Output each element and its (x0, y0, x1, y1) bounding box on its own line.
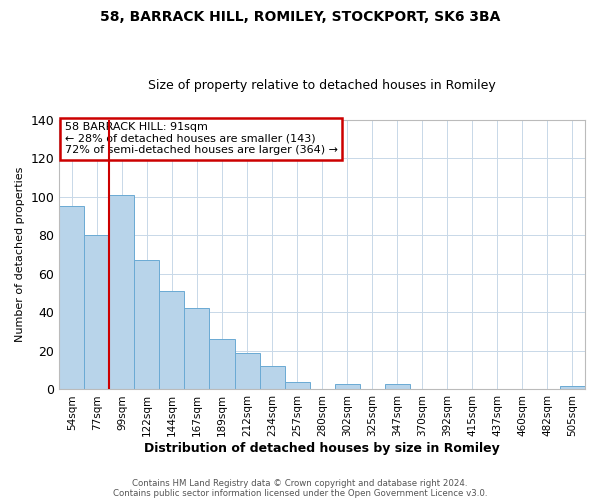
X-axis label: Distribution of detached houses by size in Romiley: Distribution of detached houses by size … (144, 442, 500, 455)
Bar (85, 235, 109, 390)
Bar (335, 384, 359, 390)
Y-axis label: Number of detached properties: Number of detached properties (15, 167, 25, 342)
Bar (184, 308, 209, 390)
Text: 58 BARRACK HILL: 91sqm
← 28% of detached houses are smaller (143)
72% of semi-de: 58 BARRACK HILL: 91sqm ← 28% of detached… (65, 122, 338, 156)
Bar (160, 291, 184, 390)
Bar (209, 340, 235, 390)
Title: Size of property relative to detached houses in Romiley: Size of property relative to detached ho… (148, 79, 496, 92)
Bar (109, 194, 134, 390)
Text: 58, BARRACK HILL, ROMILEY, STOCKPORT, SK6 3BA: 58, BARRACK HILL, ROMILEY, STOCKPORT, SK… (100, 10, 500, 24)
Text: Contains public sector information licensed under the Open Government Licence v3: Contains public sector information licen… (113, 488, 487, 498)
Bar (260, 366, 284, 390)
Bar (235, 353, 260, 390)
Bar (284, 382, 310, 390)
Bar (385, 384, 410, 390)
Text: Contains HM Land Registry data © Crown copyright and database right 2024.: Contains HM Land Registry data © Crown c… (132, 478, 468, 488)
Bar (59, 206, 85, 390)
Bar (560, 386, 585, 390)
Bar (134, 260, 160, 390)
